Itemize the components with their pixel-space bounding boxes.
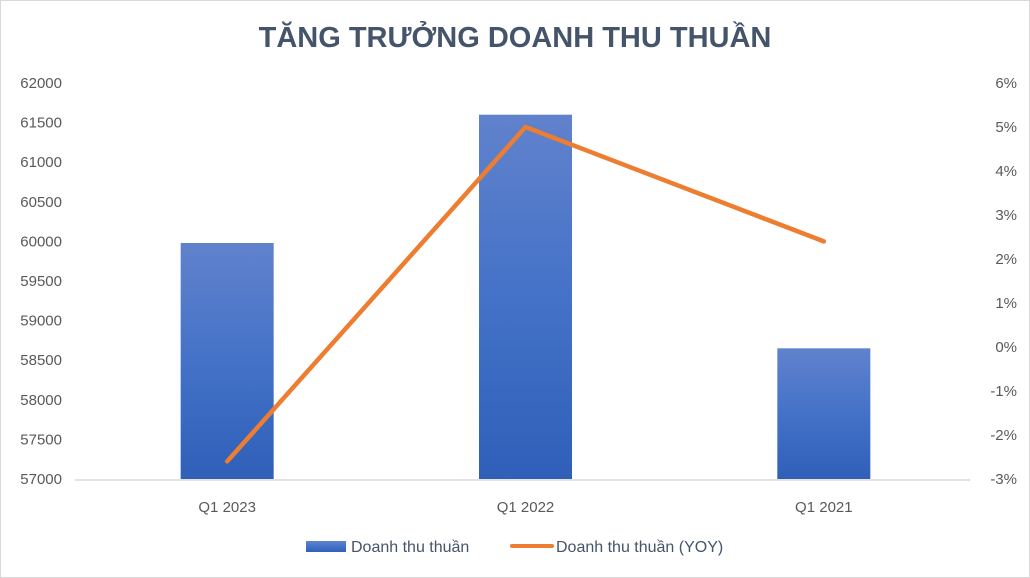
y-left-tick-label: 59500 bbox=[20, 273, 62, 290]
y-left-tick-label: 61500 bbox=[20, 115, 62, 132]
bar bbox=[180, 242, 274, 479]
chart-title: TĂNG TRƯỞNG DOANH THU THUẦN bbox=[259, 20, 772, 54]
y-right-tick-label: 4% bbox=[995, 163, 1017, 180]
y-right-tick-label: 0% bbox=[995, 339, 1017, 356]
y-left-tick-label: 60000 bbox=[20, 233, 62, 250]
legend-label-line: Doanh thu thuần (YOY) bbox=[556, 539, 723, 556]
bar bbox=[777, 348, 871, 479]
y-right-tick-label: 2% bbox=[995, 251, 1017, 268]
y-right-tick-label: 5% bbox=[995, 119, 1017, 136]
y-right-tick-label: -1% bbox=[990, 383, 1017, 400]
bar bbox=[479, 114, 572, 480]
y-left-tick-label: 62000 bbox=[20, 75, 62, 92]
x-tick-label: Q1 2022 bbox=[497, 499, 555, 516]
y-left-tick-label: 60500 bbox=[20, 194, 62, 211]
y-left-tick-label: 57000 bbox=[20, 471, 62, 488]
legend-label-bar: Doanh thu thuần bbox=[351, 539, 469, 556]
y-right-tick-label: -3% bbox=[990, 471, 1017, 488]
y-left-tick-label: 57500 bbox=[20, 431, 62, 448]
y-right-tick-label: 6% bbox=[995, 75, 1017, 92]
y-left-tick-label: 59000 bbox=[20, 313, 62, 330]
y-right-tick-label: 1% bbox=[995, 295, 1017, 312]
y-right-tick-label: 3% bbox=[995, 207, 1017, 224]
y-left-tick-label: 61000 bbox=[20, 154, 62, 171]
x-tick-label: Q1 2021 bbox=[795, 499, 853, 516]
legend-swatch-bar bbox=[306, 541, 346, 552]
y-left-tick-label: 58500 bbox=[20, 352, 62, 369]
legend: Doanh thu thuần Doanh thu thuần (YOY) bbox=[306, 539, 723, 556]
x-tick-label: Q1 2023 bbox=[198, 499, 256, 516]
y-right-tick-label: -2% bbox=[990, 427, 1017, 444]
y-left-tick-label: 58000 bbox=[20, 392, 62, 409]
